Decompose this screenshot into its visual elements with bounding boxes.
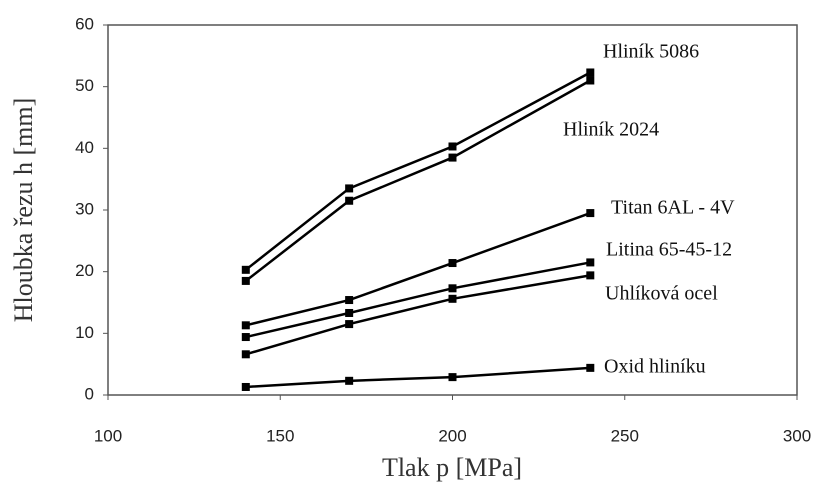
marker — [586, 76, 595, 85]
series-line — [245, 79, 591, 282]
marker — [241, 333, 250, 342]
series-line — [245, 211, 591, 327]
marker — [241, 265, 250, 274]
y-tick-label: 50 — [75, 76, 94, 95]
marker — [448, 153, 457, 162]
marker — [241, 382, 250, 391]
y-tick-label: 40 — [75, 138, 94, 157]
series-label: Titan 6AL - 4V — [611, 197, 735, 219]
marker — [241, 350, 250, 359]
y-tick-label: 60 — [75, 14, 94, 33]
marker — [586, 271, 595, 280]
marker — [345, 296, 354, 305]
marker — [345, 308, 354, 317]
series-label: Hliník 2024 — [563, 119, 659, 141]
series-line — [245, 274, 591, 356]
marker — [448, 284, 457, 293]
marker — [586, 68, 595, 77]
x-tick-label: 200 — [438, 426, 466, 445]
y-tick-label: 10 — [75, 323, 94, 342]
series-label: Oxid hliníku — [604, 356, 706, 378]
series-line — [245, 261, 591, 339]
series-label: Hliník 5086 — [603, 41, 699, 63]
marker — [448, 142, 457, 151]
series-label: Uhlíková ocel — [605, 283, 718, 305]
series-line — [245, 71, 591, 271]
y-tick-label: 0 — [85, 384, 94, 403]
marker — [345, 184, 354, 193]
marker — [448, 259, 457, 268]
y-tick-label: 20 — [75, 261, 94, 280]
x-axis-label: Tlak p [MPa] — [382, 453, 522, 482]
x-tick-label: 100 — [94, 426, 122, 445]
marker — [241, 321, 250, 330]
y-tick-label: 30 — [75, 199, 94, 218]
series-label: Litina 65-45-12 — [606, 239, 732, 261]
x-tick-label: 300 — [783, 426, 811, 445]
marker — [586, 209, 595, 218]
y-axis-label: Hloubka řezu h [mm] — [9, 98, 38, 323]
marker — [345, 376, 354, 385]
marker — [448, 373, 457, 382]
marker — [345, 196, 354, 205]
marker — [586, 258, 595, 267]
x-tick-label: 250 — [611, 426, 639, 445]
marker — [448, 294, 457, 303]
marker — [241, 276, 250, 285]
marker — [345, 320, 354, 329]
x-tick-label: 150 — [266, 426, 294, 445]
series-line — [245, 366, 591, 389]
marker — [586, 363, 595, 372]
